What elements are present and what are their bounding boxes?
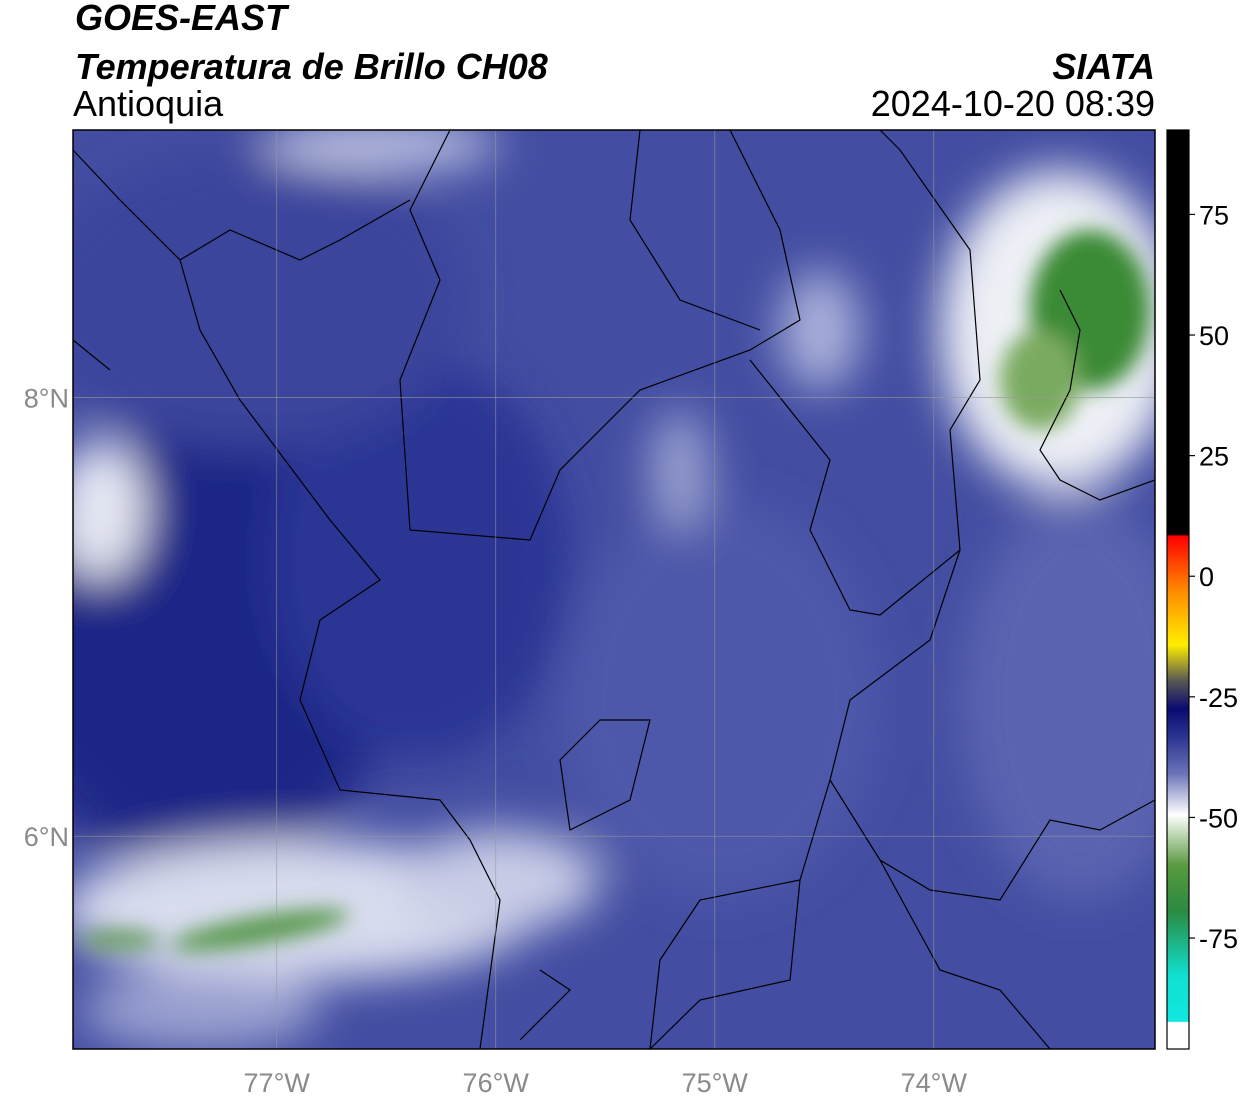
graticule — [73, 130, 1155, 1049]
lat-tick-label: 6°N — [24, 822, 69, 852]
lon-tick-label: 75°W — [682, 1068, 749, 1098]
colorbar — [1166, 129, 1190, 1050]
subtitle: Temperatura de Brillo CH08 — [75, 46, 548, 87]
colorbar-tick-label: -75 — [1199, 924, 1238, 954]
region: Antioquia — [73, 83, 224, 124]
colorbar-tick-label: -50 — [1199, 803, 1238, 833]
colorbar-tick-label: 0 — [1199, 562, 1214, 592]
lon-tick-label: 76°W — [463, 1068, 530, 1098]
colorbar-tick-label: 50 — [1199, 321, 1229, 351]
lat-tick-label: 8°N — [24, 384, 69, 414]
map-frame — [72, 129, 1156, 1050]
map-image — [73, 130, 1155, 1049]
colorbar-tick-label: 25 — [1199, 442, 1229, 472]
lon-tick-label: 77°W — [244, 1068, 311, 1098]
title: GOES-EAST — [75, 0, 290, 38]
colorbar-tick-label: -25 — [1199, 683, 1238, 713]
datetime: 2024-10-20 08:39 — [871, 83, 1155, 124]
source: SIATA — [1052, 46, 1155, 87]
lon-tick-label: 74°W — [901, 1068, 968, 1098]
colorbar-tick-label: 75 — [1199, 200, 1229, 230]
